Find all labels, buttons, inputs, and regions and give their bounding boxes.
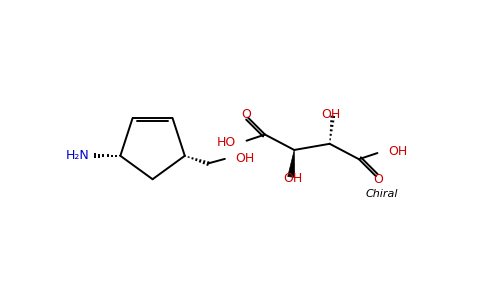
Text: OH: OH: [235, 152, 254, 165]
Text: O: O: [373, 173, 383, 186]
Text: O: O: [241, 108, 251, 121]
Text: OH: OH: [321, 108, 341, 122]
Text: HO: HO: [216, 136, 236, 149]
Text: Chiral: Chiral: [366, 189, 398, 199]
Text: OH: OH: [388, 145, 408, 158]
Text: H₂N: H₂N: [66, 149, 90, 162]
Polygon shape: [287, 150, 295, 177]
Text: OH: OH: [283, 172, 302, 185]
